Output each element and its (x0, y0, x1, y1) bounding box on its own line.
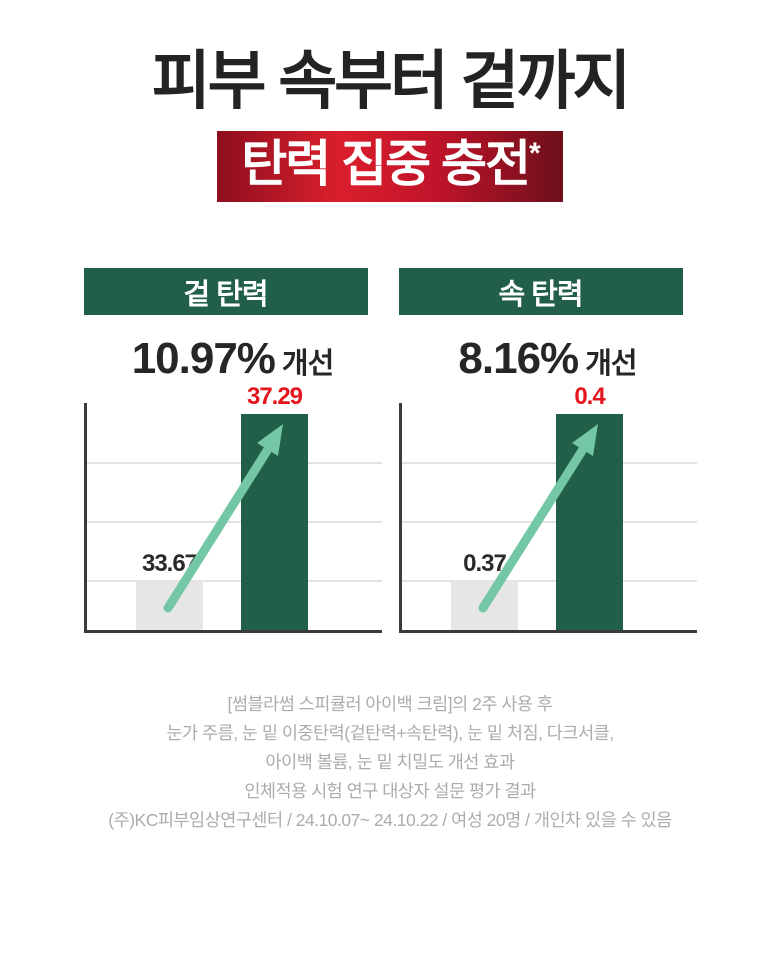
chart-card-outer-elasticity: 겉 탄력 10.97% 개선 33.67 37.29 (83, 268, 382, 634)
banner-asterisk: * (529, 137, 541, 171)
bar-after (240, 414, 308, 631)
bar-before (450, 581, 518, 631)
footnote-line: [썸블라썸 스피큘러 아이백 크림]의 2주 사용 후 (227, 694, 553, 715)
gridline (401, 462, 697, 465)
banner-text: 탄력 집중 충전 (241, 136, 531, 193)
gridline (86, 462, 382, 465)
bar-value-before: 33.67 (141, 550, 198, 578)
chart-card-header: 겉 탄력 (83, 268, 368, 316)
gridline (401, 580, 697, 583)
improvement-line: 8.16% 개선 (399, 334, 697, 384)
gridline (86, 580, 382, 583)
footnote-line: (주)KC피부임상연구센터 / 24.10.07~ 24.10.22 / 여성 … (108, 810, 672, 831)
highlight-banner: 탄력 집중 충전* (217, 131, 563, 203)
footnote-line: 눈가 주름, 눈 밑 이중탄력(겉탄력+속탄력), 눈 밑 처짐, 다크서클, (166, 723, 614, 744)
improvement-line: 10.97% 개선 (84, 334, 382, 384)
improvement-suffix: 개선 (281, 348, 334, 381)
improvement-percent: 10.97% (131, 334, 276, 384)
footnote-line: 아이백 볼륨, 눈 밑 치밀도 개선 효과 (265, 752, 515, 773)
bar-value-after: 37.29 (246, 383, 303, 411)
banner-wrap: 탄력 집중 충전* (0, 131, 780, 203)
chart-card-header: 속 탄력 (398, 268, 683, 316)
page-title: 피부 속부터 겉까지 (151, 45, 632, 117)
chart-card-inner-elasticity: 속 탄력 8.16% 개선 0.37 0.4 (398, 268, 697, 634)
bar-chart-outer-elasticity: 33.67 37.29 (83, 383, 382, 634)
bar-value-after: 0.4 (574, 383, 605, 411)
gridline (401, 521, 697, 524)
improvement-suffix: 개선 (585, 348, 637, 381)
improvement-arrow-icon (163, 424, 283, 613)
bar-after (555, 414, 623, 631)
bar-value-before: 0.37 (463, 550, 507, 578)
improvement-arrow-icon (478, 424, 598, 613)
charts-row: 겉 탄력 10.97% 개선 33.67 37.29 속 탄력 (0, 268, 780, 634)
footnote-line: 인체적용 시험 연구 대상자 설문 평가 결과 (244, 781, 536, 802)
bar-chart-inner-elasticity: 0.37 0.4 (398, 383, 697, 634)
footnote: [썸블라썸 스피큘러 아이백 크림]의 2주 사용 후 눈가 주름, 눈 밑 이… (0, 690, 780, 835)
bar-before (135, 581, 203, 631)
improvement-percent: 8.16% (458, 334, 579, 384)
gridline (86, 521, 382, 524)
